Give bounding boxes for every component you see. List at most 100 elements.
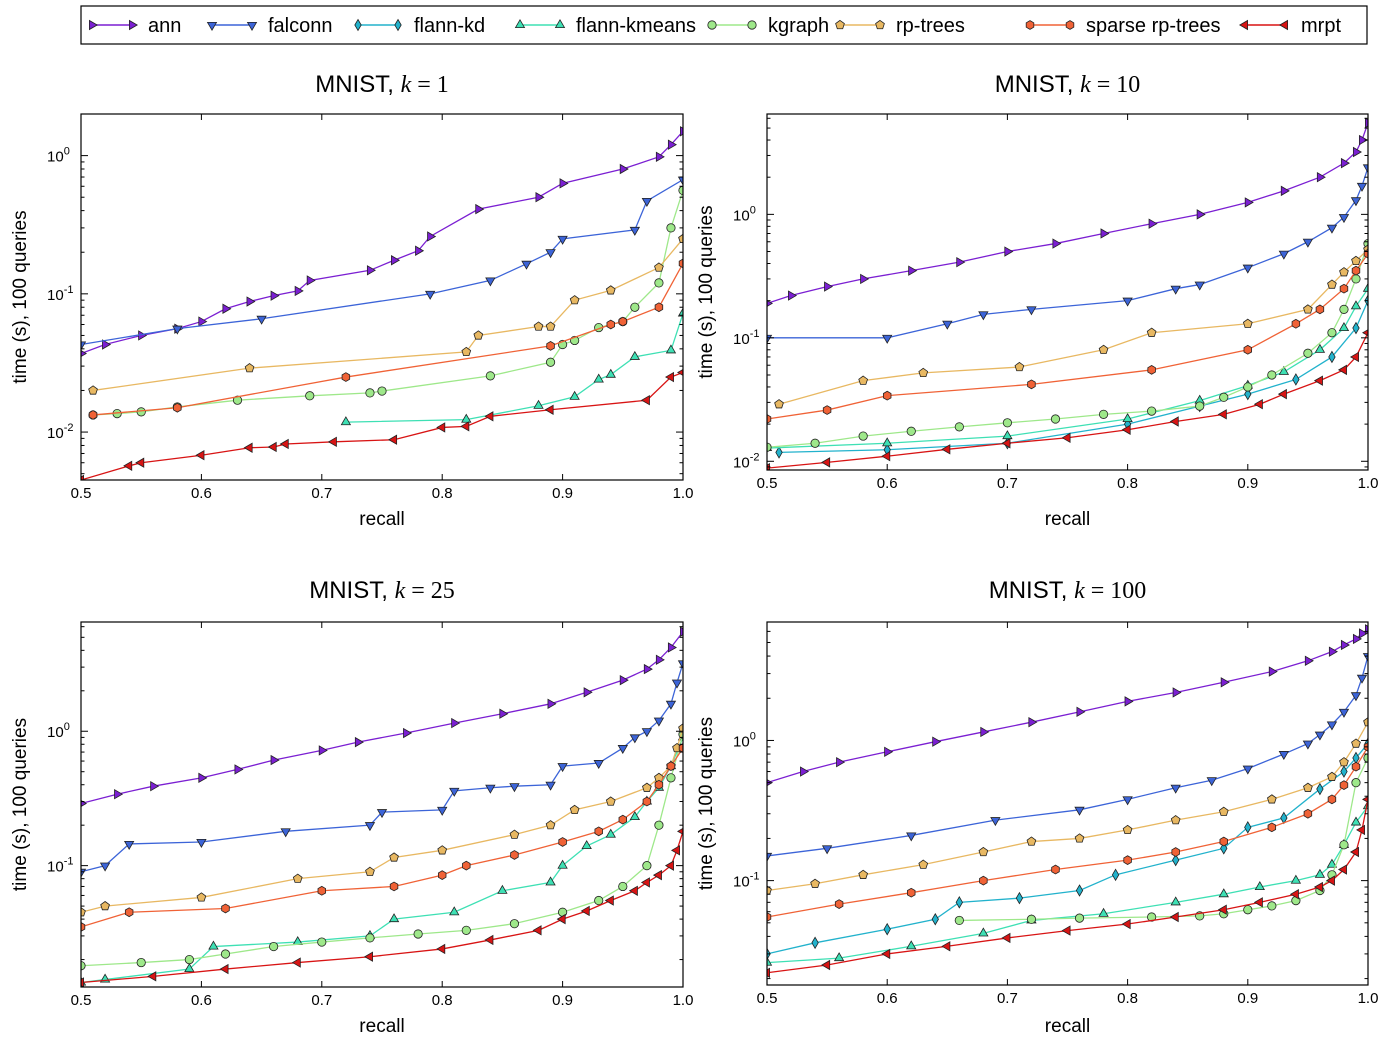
legend-item-flann-kd: flann-kd <box>354 15 485 37</box>
data-point <box>81 977 84 987</box>
data-point <box>881 450 891 462</box>
data-point <box>678 233 683 243</box>
data-point <box>545 357 556 367</box>
data-point <box>1004 246 1014 257</box>
data-point <box>882 390 892 401</box>
data-point <box>1147 406 1157 416</box>
data-point <box>655 151 665 163</box>
data-point <box>1340 639 1350 651</box>
x-tick-label: 0.5 <box>71 992 92 1009</box>
data-point <box>954 915 964 926</box>
data-point <box>341 372 351 382</box>
x-tick-label: 0.8 <box>432 992 453 1009</box>
x-axis: 0.5 0.6 0.7 0.8 0.9 1.0 <box>757 622 1378 1007</box>
data-point <box>1304 655 1314 667</box>
data-point <box>100 900 110 911</box>
data-point <box>883 922 891 936</box>
chart-title: MNIST, k = 25 <box>309 577 455 604</box>
data-point <box>1302 740 1314 750</box>
data-point <box>1350 816 1362 826</box>
data-point <box>1111 868 1120 882</box>
data-point <box>640 395 650 406</box>
data-point <box>1290 874 1302 884</box>
series-mrpt <box>81 368 683 480</box>
axes-frame <box>80 621 684 988</box>
x-tick-label: 1.0 <box>1358 475 1379 492</box>
data-point <box>1278 365 1290 375</box>
data-point <box>908 265 918 276</box>
series-line <box>81 631 683 805</box>
data-point <box>1315 304 1325 315</box>
series-line <box>81 737 683 984</box>
y-tick-exp: 0 <box>64 721 70 733</box>
data-point <box>1361 795 1368 803</box>
y-tick-exp: -1 <box>64 856 74 868</box>
data-point <box>220 949 231 959</box>
data-point <box>979 875 988 886</box>
data-point <box>388 913 400 923</box>
data-point <box>593 373 604 383</box>
series-flann-kmeans <box>340 307 683 426</box>
data-point <box>1124 696 1134 707</box>
data-point <box>413 929 423 939</box>
data-point <box>484 934 494 946</box>
data-point <box>1170 285 1181 295</box>
data-point <box>666 223 676 233</box>
data-point <box>1352 146 1362 158</box>
data-point <box>980 726 990 738</box>
data-point <box>1242 264 1253 274</box>
legend-marker-triangle-up <box>514 18 526 29</box>
data-point <box>978 846 989 857</box>
legend-marker-hexagon <box>1065 20 1075 30</box>
data-point <box>1075 884 1084 897</box>
series-group <box>767 117 1368 470</box>
data-point <box>941 941 951 952</box>
data-point <box>1363 717 1368 727</box>
data-point <box>767 334 773 344</box>
x-axis-label: recall <box>1045 1016 1090 1037</box>
x-tick-label: 1.0 <box>673 485 694 502</box>
y-tick-base: 10 <box>47 287 64 304</box>
data-point <box>1051 864 1060 875</box>
series-line <box>81 179 683 346</box>
data-point <box>415 245 425 256</box>
data-point <box>810 878 820 888</box>
series-line <box>81 728 683 913</box>
data-point <box>907 887 916 898</box>
y-tick-label: 10-1 <box>47 284 73 304</box>
data-point <box>665 700 677 710</box>
data-point <box>1289 889 1299 900</box>
y-tick-base: 10 <box>733 733 750 750</box>
legend-label: sparse rp-trees <box>1086 15 1221 37</box>
data-point <box>1220 842 1228 855</box>
data-point <box>822 405 832 415</box>
data-point <box>327 436 337 448</box>
chart-title-eq: = <box>405 578 431 604</box>
data-point <box>1076 706 1086 718</box>
data-point <box>1277 388 1287 400</box>
data-point <box>81 800 87 807</box>
data-point <box>364 822 376 832</box>
y-axis-label: time (s), 100 queries <box>696 717 717 890</box>
legend: ann falconn flann-kd flann-kmeans kgraph rp-t… <box>80 5 1368 45</box>
y-axis-label: time (s), 100 queries <box>10 718 31 891</box>
data-point <box>1172 853 1180 867</box>
series-line <box>81 663 683 873</box>
data-point <box>1363 753 1368 763</box>
data-point <box>618 814 628 825</box>
series-group <box>81 126 683 480</box>
data-point <box>629 811 641 821</box>
data-point <box>1303 808 1313 819</box>
series-kgraph <box>88 185 683 420</box>
data-point <box>954 422 964 432</box>
data-point <box>594 895 604 906</box>
data-point <box>354 736 364 748</box>
data-point <box>267 441 277 453</box>
data-point <box>824 281 834 292</box>
data-point <box>1098 344 1109 354</box>
data-point <box>535 192 545 203</box>
legend-marker-pentagon <box>875 19 885 30</box>
data-point <box>196 838 207 848</box>
data-point <box>1278 250 1290 260</box>
